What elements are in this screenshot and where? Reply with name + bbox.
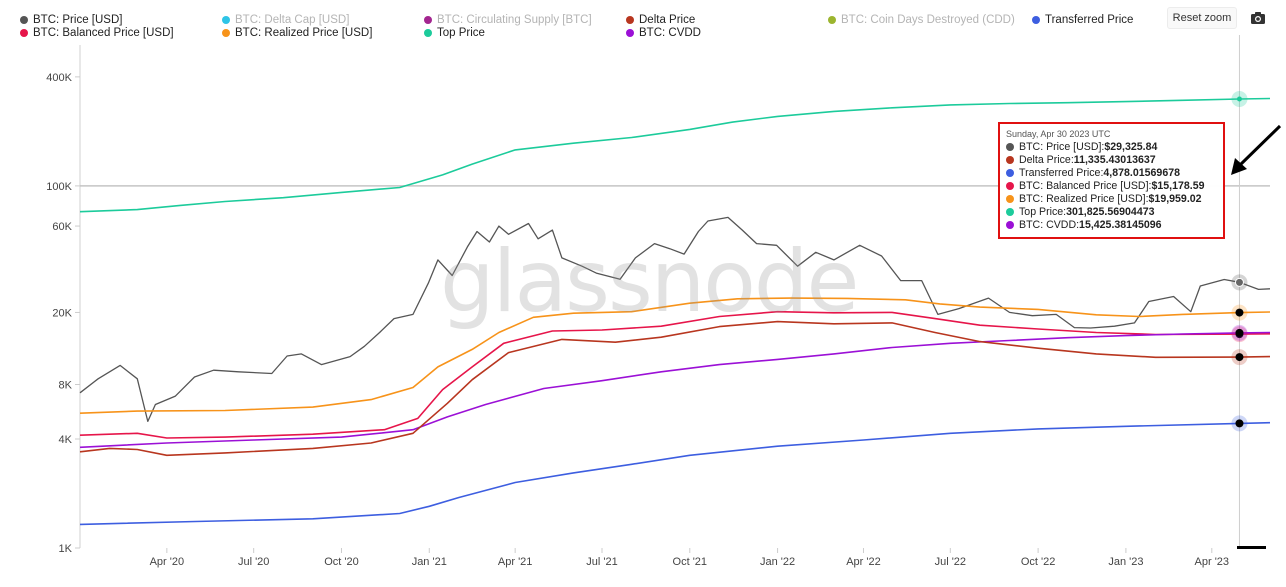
x-tick-label: Apr '22: [846, 556, 881, 568]
arrow-annotation-icon: [1231, 124, 1282, 175]
tooltip-row: BTC: CVDD: 15,425.38145096: [1006, 218, 1217, 231]
tooltip-value: 15,425.38145096: [1079, 218, 1162, 231]
tooltip-dot-icon: [1006, 207, 1014, 216]
y-tick-label: 4K: [59, 434, 73, 446]
legend-dot-icon: [222, 29, 230, 37]
legend-item[interactable]: BTC: Circulating Supply [BTC]: [424, 14, 592, 26]
legend-label: BTC: Delta Cap [USD]: [235, 14, 350, 26]
tooltip-dot-icon: [1006, 155, 1014, 164]
tooltip-label: BTC: Balanced Price [USD]: [1019, 179, 1149, 192]
x-tick-label: Jul '21: [586, 556, 617, 568]
legend-item[interactable]: BTC: CVDD: [626, 27, 701, 39]
legend-dot-icon: [828, 16, 836, 24]
tooltip-dot-icon: [1006, 168, 1014, 177]
x-tick-label: Apr '21: [498, 556, 533, 568]
legend-dot-icon: [626, 16, 634, 24]
legend-dot-icon: [626, 29, 634, 37]
legend-dot-icon: [20, 29, 28, 37]
highlight-point: [1235, 328, 1244, 337]
legend-item[interactable]: Transferred Price: [1032, 14, 1133, 26]
legend-dot-icon: [222, 16, 230, 24]
legend-label: Delta Price: [639, 14, 696, 26]
reset-zoom-button[interactable]: Reset zoom: [1167, 7, 1237, 29]
y-tick-label: 400K: [46, 72, 72, 84]
y-tick-label: 100K: [46, 181, 72, 193]
tooltip-row: BTC: Balanced Price [USD]: $15,178.59: [1006, 179, 1217, 192]
x-tick-label: Apr '23: [1195, 556, 1230, 568]
tooltip-row: Top Price: 301,825.56904473: [1006, 205, 1217, 218]
highlight-point: [1236, 96, 1242, 102]
series-line: [79, 421, 1271, 526]
y-tick-label: 1K: [59, 543, 73, 555]
tooltip-dot-icon: [1006, 220, 1014, 229]
tooltip-label: BTC: CVDD: [1019, 218, 1077, 231]
legend-item[interactable]: Delta Price: [626, 14, 695, 26]
tooltip-row: BTC: Realized Price [USD]: $19,959.02: [1006, 192, 1217, 205]
series-line: [79, 310, 1271, 439]
legend-label: BTC: CVDD: [639, 27, 701, 39]
tooltip-row: Delta Price: 11,335.43013637: [1006, 153, 1217, 166]
highlight-point: [1235, 419, 1244, 428]
legend-dot-icon: [20, 16, 28, 24]
tooltip-rows: BTC: Price [USD]: $29,325.84 Delta Price:…: [1006, 140, 1217, 231]
y-tick-label: 20K: [52, 307, 72, 319]
legend-label: BTC: Realized Price [USD]: [235, 27, 373, 39]
y-tick-label: 60K: [52, 221, 72, 233]
x-tick-label: Jan '23: [1108, 556, 1143, 568]
highlight-point: [1235, 308, 1244, 317]
tooltip-value: $19,959.02: [1148, 192, 1202, 205]
legend-dot-icon: [424, 29, 432, 37]
tooltip-dot-icon: [1006, 194, 1014, 203]
x-tick-label: Jan '22: [760, 556, 795, 568]
tooltip-row: BTC: Price [USD]: $29,325.84: [1006, 140, 1217, 153]
legend-item[interactable]: BTC: Coin Days Destroyed (CDD): [828, 14, 1015, 26]
camera-icon[interactable]: [1250, 10, 1266, 26]
tooltip-dot-icon: [1006, 181, 1014, 190]
tooltip: Sunday, Apr 30 2023 UTC BTC: Price [USD]…: [998, 122, 1225, 239]
legend-dot-icon: [1032, 16, 1040, 24]
legend-item[interactable]: BTC: Realized Price [USD]: [222, 27, 372, 39]
legend-label: Transferred Price: [1045, 14, 1134, 26]
series-line: [79, 331, 1271, 449]
series-line: [79, 216, 1271, 423]
tooltip-label: BTC: Realized Price [USD]: [1019, 192, 1146, 205]
legend-item[interactable]: Top Price: [424, 27, 485, 39]
highlight-point: [1235, 353, 1244, 362]
range-handle[interactable]: [1237, 546, 1266, 549]
tooltip-dot-icon: [1006, 142, 1014, 151]
x-tick-label: Oct '20: [324, 556, 359, 568]
tooltip-label: Transferred Price: [1019, 166, 1101, 179]
tooltip-row: Transferred Price: 4,878.01569678: [1006, 166, 1217, 179]
series-line: [79, 320, 1271, 457]
legend-item[interactable]: BTC: Price [USD]: [20, 14, 122, 26]
legend-item[interactable]: BTC: Delta Cap [USD]: [222, 14, 349, 26]
tooltip-value: 301,825.56904473: [1066, 205, 1155, 218]
x-tick-label: Apr '20: [150, 556, 185, 568]
series-line: [79, 97, 1271, 213]
x-tick-label: Jul '22: [935, 556, 966, 568]
tooltip-value: $15,178.59: [1151, 179, 1205, 192]
series-line: [79, 297, 1271, 414]
tooltip-label: Delta Price: [1019, 153, 1071, 166]
tooltip-value: 11,335.43013637: [1073, 153, 1156, 166]
x-tick-label: Oct '21: [673, 556, 708, 568]
legend-label: BTC: Circulating Supply [BTC]: [437, 14, 592, 26]
tooltip-label: BTC: Price [USD]: [1019, 140, 1102, 153]
x-tick-label: Jul '20: [238, 556, 269, 568]
x-tick-label: Oct '22: [1021, 556, 1056, 568]
x-tick-label: Jan '21: [412, 556, 447, 568]
legend-dot-icon: [424, 16, 432, 24]
legend-label: BTC: Price [USD]: [33, 14, 123, 26]
highlight-point: [1234, 277, 1244, 287]
legend-item[interactable]: BTC: Balanced Price [USD]: [20, 27, 174, 39]
tooltip-value: 4,878.01569678: [1103, 166, 1180, 179]
tooltip-value: $29,325.84: [1104, 140, 1158, 153]
tooltip-label: Top Price: [1019, 205, 1064, 218]
legend-label: Top Price: [437, 27, 485, 39]
tooltip-date: Sunday, Apr 30 2023 UTC: [1006, 129, 1111, 139]
y-tick-label: 8K: [59, 379, 73, 391]
legend-label: BTC: Balanced Price [USD]: [33, 27, 174, 39]
legend-label: BTC: Coin Days Destroyed (CDD): [841, 14, 1015, 26]
